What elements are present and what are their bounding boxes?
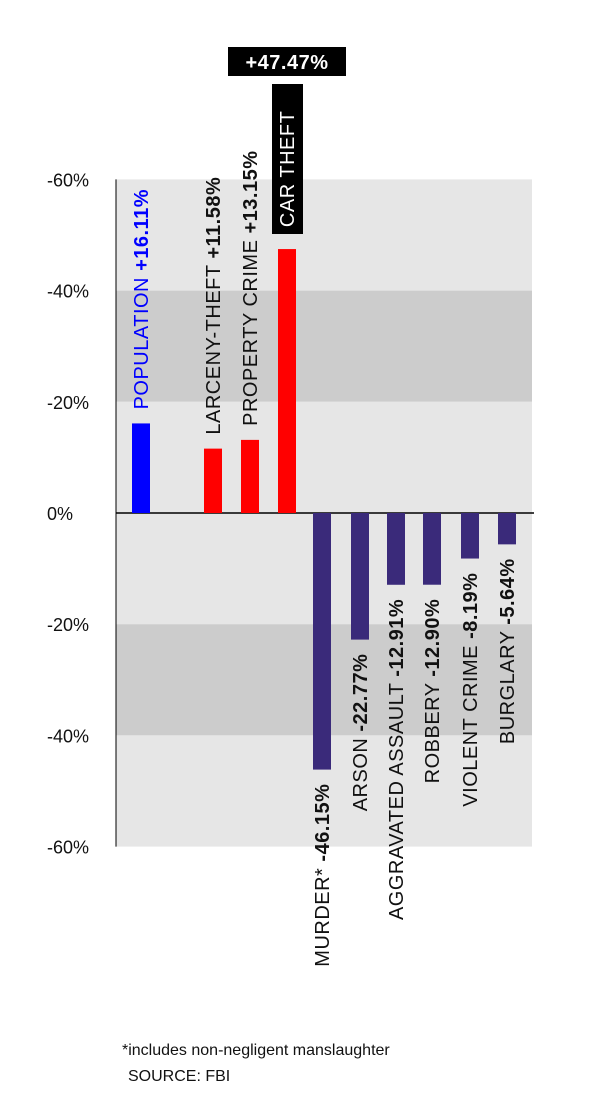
bar-car-theft bbox=[278, 249, 296, 513]
y-axis-ticks: -60% -40% -20% 0% -20% -40% -60% bbox=[47, 170, 89, 857]
bar-larceny-theft bbox=[204, 448, 222, 513]
bar-chart: -60% -40% -20% 0% -20% -40% -60% POPULATION +1… bbox=[47, 47, 534, 967]
category-label-arson: ARSON -22.77% bbox=[350, 654, 372, 812]
band-2 bbox=[116, 401, 532, 513]
bar-aggravated-assault bbox=[387, 513, 405, 585]
y-tick-label: -60% bbox=[47, 170, 89, 190]
category-label-car-theft: CAR THEFT bbox=[277, 111, 299, 227]
footnote: *includes non-negligent manslaughter bbox=[122, 1042, 390, 1059]
category-label-property-crime: PROPERTY CRIME +13.15% bbox=[240, 151, 262, 426]
bar-property-crime bbox=[241, 439, 259, 513]
bar-labels: POPULATION +16.11% LARCENY-THEFT +11.58% P… bbox=[131, 47, 519, 967]
callout-value-box bbox=[228, 47, 346, 76]
category-label-aggravated-assault: AGGRAVATED ASSAULT -12.91% bbox=[386, 599, 408, 920]
y-tick-label: -40% bbox=[47, 282, 89, 302]
band-1 bbox=[116, 290, 532, 402]
category-label-burglary: BURGLARY -5.64% bbox=[497, 558, 519, 744]
bar-robbery bbox=[423, 513, 441, 585]
category-label-population: POPULATION +16.11% bbox=[131, 189, 153, 409]
category-label-robbery: ROBBERY -12.90% bbox=[422, 599, 444, 784]
y-tick-label: -20% bbox=[47, 393, 89, 413]
bar-murder- bbox=[313, 513, 331, 770]
bars bbox=[132, 249, 516, 770]
value-label-car-theft: +47.47% bbox=[245, 52, 328, 74]
y-tick-label: -60% bbox=[47, 838, 89, 858]
category-label-larceny-theft: LARCENY-THEFT +11.58% bbox=[203, 177, 225, 435]
bar-population bbox=[132, 423, 150, 513]
callout-box bbox=[272, 84, 303, 234]
y-tick-label: -40% bbox=[47, 726, 89, 746]
category-label-violent-crime: VIOLENT CRIME -8.19% bbox=[460, 573, 482, 807]
y-tick-label: 0% bbox=[47, 504, 73, 524]
bar-violent-crime bbox=[461, 513, 479, 559]
bar-arson bbox=[351, 513, 369, 640]
y-tick-label: -20% bbox=[47, 615, 89, 635]
bar-burglary bbox=[498, 513, 516, 545]
band-0 bbox=[116, 179, 532, 291]
source-note: SOURCE: FBI bbox=[128, 1068, 231, 1085]
category-label-murder-: MURDER* -46.15% bbox=[312, 784, 334, 967]
